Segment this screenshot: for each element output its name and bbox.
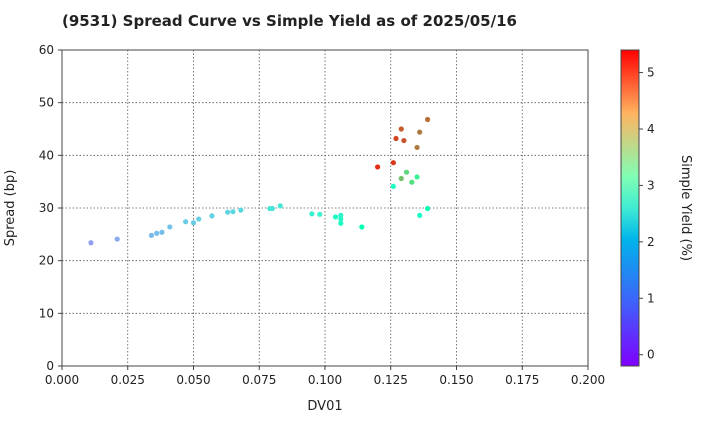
data-point — [424, 116, 431, 123]
data-point — [225, 209, 231, 215]
x-tick-label: 0.175 — [505, 373, 539, 387]
colorbar-tick-label: 1 — [647, 291, 655, 305]
colorbar — [620, 49, 640, 367]
data-point — [338, 212, 344, 218]
data-point — [398, 126, 404, 132]
data-point — [338, 216, 344, 222]
data-point — [417, 212, 423, 218]
data-point — [375, 164, 381, 170]
y-tick-label: 40 — [39, 148, 54, 162]
grid-lines — [62, 50, 588, 366]
data-point — [148, 232, 155, 238]
colorbar-ticks: 0 1 2 3 4 5 — [639, 66, 655, 362]
data-point — [390, 183, 396, 190]
x-tick-label: 0.125 — [374, 373, 408, 387]
y-tick-label: 30 — [39, 201, 54, 215]
x-axis-ticks: 0.000 0.025 0.050 0.075 0.100 0.125 0.150 0.175… — [45, 366, 605, 387]
data-point — [196, 216, 202, 222]
data-point — [167, 224, 173, 230]
data-point — [190, 220, 197, 226]
data-point — [398, 175, 404, 182]
y-tick-label: 0 — [46, 359, 54, 373]
data-point — [209, 213, 215, 219]
colorbar-tick-label: 0 — [647, 348, 655, 362]
data-point — [309, 211, 315, 217]
data-point — [338, 220, 344, 226]
data-point — [414, 144, 420, 151]
data-point — [393, 135, 399, 142]
data-point — [359, 224, 365, 230]
colorbar-tick-label: 5 — [647, 66, 655, 80]
x-tick-label: 0.025 — [111, 373, 145, 387]
data-point — [317, 211, 323, 217]
colorbar-tick-label: 2 — [647, 235, 655, 249]
x-tick-label: 0.150 — [439, 373, 473, 387]
colorbar-label: Simple Yield (%) — [678, 155, 693, 261]
data-point — [230, 209, 236, 215]
data-point — [424, 205, 431, 212]
y-axis-label: Spread (bp) — [3, 170, 18, 247]
x-tick-label: 0.000 — [45, 373, 79, 387]
x-tick-label: 0.100 — [308, 373, 342, 387]
colorbar-tick-label: 4 — [647, 122, 655, 136]
data-point — [401, 137, 407, 144]
y-axis-ticks: 0 10 20 30 40 50 60 — [39, 43, 62, 373]
y-tick-label: 60 — [39, 43, 54, 57]
data-point — [88, 240, 94, 246]
data-point — [114, 236, 120, 242]
data-point — [409, 179, 415, 185]
data-point — [414, 174, 420, 180]
data-point — [238, 207, 244, 213]
y-tick-label: 20 — [39, 254, 54, 268]
x-tick-label: 0.200 — [571, 373, 605, 387]
data-point — [417, 129, 423, 135]
data-point — [269, 205, 275, 212]
data-point — [154, 230, 160, 236]
y-tick-label: 50 — [39, 96, 54, 110]
x-tick-label: 0.050 — [176, 373, 210, 387]
data-point — [277, 203, 283, 209]
colorbar-tick-label: 3 — [647, 178, 655, 192]
data-point — [332, 214, 339, 220]
x-axis-label: DV01 — [307, 399, 342, 414]
chart-title: (9531) Spread Curve vs Simple Yield as o… — [62, 12, 517, 30]
data-point — [403, 169, 410, 175]
data-points — [88, 116, 431, 246]
data-point — [390, 160, 396, 166]
x-tick-label: 0.075 — [242, 373, 276, 387]
y-tick-label: 10 — [39, 306, 54, 320]
data-point — [183, 219, 189, 225]
data-point — [159, 229, 165, 235]
